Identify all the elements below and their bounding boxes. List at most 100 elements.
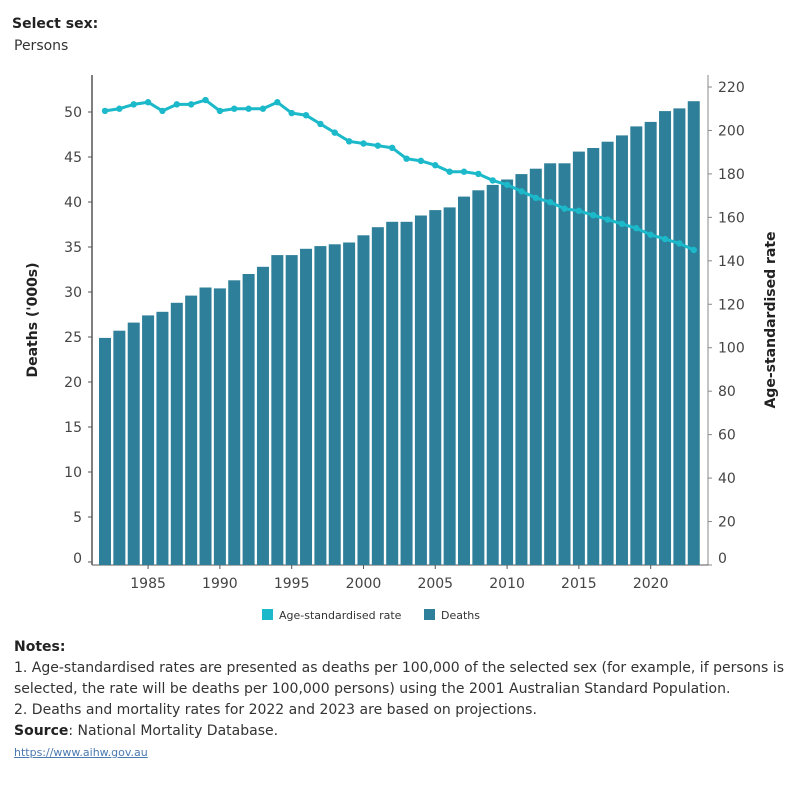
left-tick-label: 50 [64,105,82,121]
bar-deaths [673,108,686,566]
bar-deaths [199,287,212,565]
rate-point [432,162,439,169]
legend-swatch-deaths [424,609,435,620]
bar-deaths [113,330,126,565]
rate-point [389,144,396,152]
rate-point [216,107,224,115]
x-tick-label: 1995 [274,576,310,592]
source-text: : National Mortality Database. [68,723,279,739]
rate-point [360,140,367,147]
bar-deaths [185,295,198,565]
rate-point [618,220,626,228]
rate-point [604,216,611,223]
x-tick-label: 2015 [561,576,597,592]
rate-point [374,142,382,149]
combo-chart: 0 5 10 15 20 25 30 35 40 45 50 0 20 40 60 80 100 120 140 16… [25,75,779,622]
note-2: 2. Deaths and mortality rates for 2022 a… [14,702,537,718]
legend-label-deaths: Deaths [441,609,480,622]
rate-point [116,105,123,112]
aihw-link[interactable]: https://www.aihw.gov.au [14,746,148,759]
right-tick-label: 40 [718,471,736,487]
bar-deaths [285,255,298,565]
bar-deaths [458,196,470,565]
x-tick-label: 1990 [202,576,238,592]
rate-point [546,198,554,206]
rate-point [532,194,539,202]
rate-point [661,235,669,243]
rate-point [159,107,166,115]
bar-deaths [242,274,255,565]
bar-deaths [414,215,427,565]
right-tick-label: 180 [718,167,745,183]
rate-point [446,168,453,175]
legend-swatch-rate [262,609,273,620]
rate-point [403,155,410,162]
rate-point [503,181,511,188]
bar-deaths [99,337,111,565]
right-tick-label: 100 [718,341,745,357]
left-tick-label: 35 [64,240,82,256]
rate-point [187,101,195,108]
bar-deaths [343,242,356,565]
right-tick-label: 60 [718,428,736,444]
notes-heading: Notes: [14,639,66,655]
left-tick-label: 10 [64,465,82,481]
legend-label-rate: Age-standardised rate [279,609,402,622]
rate-point [202,96,209,104]
bar-deaths [386,221,399,566]
note-1: 1. Age-standardised rates are presented … [14,660,784,697]
rate-point [173,101,180,108]
rate-point [331,129,338,136]
bar-deaths [314,246,327,565]
rate-point [302,112,310,119]
left-tick-label: 25 [64,330,82,346]
left-tick-label: 30 [64,285,82,301]
bar-deaths [400,221,413,566]
bar-deaths [615,135,628,565]
bar-deaths [486,184,499,565]
right-tick-label: 160 [718,210,745,226]
bar-deaths [687,101,700,565]
x-tick-label: 2000 [346,576,382,592]
right-tick-label: 120 [718,297,745,313]
rate-point [259,105,267,112]
right-tick-label: 200 [718,123,745,139]
sex-filter-dropdown[interactable]: Persons [14,38,69,54]
bar-deaths [156,311,169,565]
rate-point [245,105,252,112]
left-tick-label: 5 [73,510,82,526]
rate-point [274,99,281,106]
bar-deaths [142,315,155,565]
rate-point [130,101,137,108]
bar-deaths [644,121,657,566]
bar-deaths [544,163,557,566]
x-tick-label: 1985 [130,576,166,592]
right-tick-label: 20 [718,515,736,531]
source-label: Source [14,723,69,739]
rate-point [590,211,597,219]
bar-deaths [659,111,672,565]
bar-deaths [328,244,341,566]
bar-deaths [371,227,384,565]
right-tick-label: 80 [718,384,736,400]
bar-deaths [572,151,585,565]
right-axis-title: Age-standardised rate [763,231,779,408]
bar-deaths [213,288,226,565]
notes: Notes: 1. Age-standardised rates are pre… [14,637,794,763]
bar-deaths [170,302,183,565]
right-tick-label: 140 [718,254,745,270]
rate-point [633,225,640,232]
filter-label: Select sex: [12,16,99,32]
left-tick-label: 0 [73,551,82,567]
bar-deaths [271,255,284,565]
bar-deaths [529,168,542,565]
x-tick-label: 2010 [489,576,525,592]
rate-point [676,240,683,247]
bar-deaths [558,163,571,566]
rate-point [345,138,353,145]
left-tick-label: 40 [64,195,82,211]
left-tick-label: 15 [64,420,82,436]
rate-point [475,170,482,178]
bar-deaths [587,148,600,565]
bar-deaths [357,235,370,566]
